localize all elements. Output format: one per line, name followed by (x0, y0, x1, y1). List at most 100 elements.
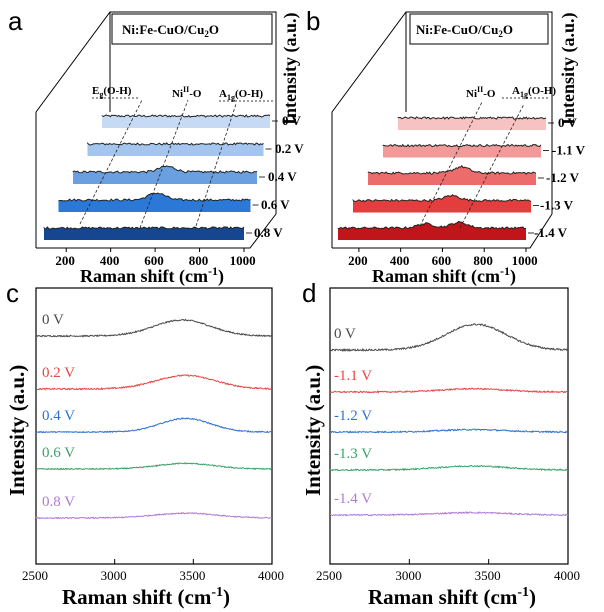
ribbon-label: 0.2 V (275, 141, 304, 156)
ribbon-line--1.1V (382, 143, 542, 148)
peak-guide-line (139, 99, 189, 229)
panel-a-x-title: Raman shift (cm-1) (80, 264, 224, 287)
series-label: 0.2 V (42, 365, 75, 381)
panel-b-title-box (409, 13, 549, 45)
ribbon-line-0.6V (58, 192, 251, 202)
ribbon--1p2V (368, 165, 536, 185)
panel-c-x-ticks: 2500 3000 3500 4000 (22, 559, 284, 583)
series-label: -1.3 V (334, 446, 372, 462)
panel-a-peak-labels: Eg(O-H) NiII-O A1g(O-H) (92, 85, 274, 102)
peak-guide-line (195, 103, 237, 227)
panel-c: c 2500 3000 3500 4000 0 V 0.2 V 0.4 V 0.6 V 0.8… (5, 278, 284, 609)
peak-guide-line (459, 103, 525, 229)
ribbon--1p4V (338, 221, 526, 240)
panel-c-y-title: Intensity (a.u.) (5, 365, 29, 496)
x-tick-label: 1000 (512, 253, 538, 268)
ribbon-label: 0.8 V (254, 225, 283, 240)
panel-a: a Ni:Fe-CuO/Cu2O 0 V 0.2 V 0.4 V 0.6 V 0.8 V… (8, 6, 304, 287)
panel-b-x-title: Raman shift (cm-1) (372, 264, 516, 287)
series-line--1.4V (329, 511, 569, 517)
ribbon-line-0.2V (87, 142, 264, 146)
panel-d-y-title: Intensity (a.u.) (301, 365, 325, 496)
ribbon-label: 0 V (558, 115, 578, 130)
series-label: 0 V (334, 326, 356, 342)
x-tick-label: 4000 (554, 568, 580, 583)
series-line--1.2V (329, 428, 569, 434)
ribbon--1p3V (353, 194, 531, 213)
panel-b-frame-floor (332, 213, 553, 249)
ribbon-line-0.8V (43, 226, 245, 230)
ribbon-line--1.3V (352, 194, 532, 203)
ribbon-0p2V (87, 142, 264, 156)
ribbon-label: 0.6 V (261, 197, 290, 212)
ribbon-label: -1.4 V (534, 225, 568, 240)
panel-d-x-title: Raman shift (cm-1) (368, 585, 536, 609)
x-tick-label: 4000 (258, 568, 284, 583)
ribbon-line--1.2V (367, 164, 537, 175)
ribbon-0p4V (73, 166, 257, 184)
peak-guide-line (79, 99, 143, 225)
series-line--1.3V (329, 464, 569, 472)
panel-c-series: 0 V 0.2 V 0.4 V 0.6 V 0.8 V (35, 312, 273, 520)
series-line--1.1V (329, 387, 569, 394)
series-label: -1.4 V (334, 491, 372, 507)
x-tick-label: 200 (348, 253, 368, 268)
series-label: 0.8 V (42, 494, 75, 510)
ribbon-0p6V (58, 193, 251, 212)
panel-b-peak-labels: NiII-O A1g(O-H) (466, 85, 556, 100)
peak-label-eg: Eg(O-H) (92, 85, 132, 99)
panel-b-x-ticks: 200 400 600 800 1000 (348, 248, 538, 268)
series-label: -1.1 V (334, 368, 372, 384)
x-tick-label: 3500 (475, 568, 501, 583)
ribbon-line--1.4V (337, 220, 527, 230)
panel-a-box-title: Ni:Fe-CuO/Cu2O (122, 22, 219, 39)
x-tick-label: 800 (473, 253, 493, 268)
x-tick-label: 400 (100, 253, 120, 268)
ribbon-label: 0 V (282, 113, 302, 128)
x-tick-label: 1000 (230, 253, 256, 268)
ribbon-0V (398, 116, 546, 130)
x-tick-label: 400 (390, 253, 410, 268)
series-label: 0.6 V (42, 445, 75, 461)
peak-label-a1g-a: A1g(O-H) (219, 88, 263, 102)
panel-d-plot-frame (329, 287, 569, 565)
series-label: 0.4 V (42, 408, 75, 424)
panel-a-ribbons: 0 V 0.2 V 0.4 V 0.6 V 0.8 V (43, 99, 304, 240)
peak-label-a1g-b: A1g(O-H) (512, 85, 556, 99)
series-line-0V (35, 318, 273, 338)
ribbon-line-0.4V (72, 165, 258, 174)
ribbon-label: -1.1 V (552, 143, 586, 158)
x-tick-label: 3500 (179, 568, 205, 583)
x-tick-label: 600 (144, 253, 164, 268)
panel-a-x-ticks: 200 400 600 800 1000 (55, 248, 256, 268)
series-line-0V (330, 323, 569, 352)
x-tick-label: 2500 (22, 568, 48, 583)
ribbon-label: 0.4 V (268, 169, 297, 184)
ribbon-0V (102, 114, 270, 128)
series-line-0.2V (35, 374, 273, 391)
ribbon-label: -1.2 V (546, 170, 580, 185)
panel-a-z-title: Intensity (a.u.) (280, 12, 301, 125)
peak-guide-line (419, 101, 483, 227)
panel-b-z-title: Intensity (a.u.) (558, 12, 579, 125)
panel-b: b Ni:Fe-CuO/Cu2O 0 V -1.1 V -1.2 V -1.3 V -1… (306, 6, 586, 287)
series-line-0.4V (35, 417, 273, 434)
x-tick-label: 600 (432, 253, 452, 268)
panel-a-letter: a (8, 6, 23, 36)
x-tick-label: 2500 (316, 568, 342, 583)
series-label: 0 V (42, 312, 64, 328)
x-tick-label: 200 (55, 253, 75, 268)
panel-c-plot-frame (35, 287, 273, 565)
panel-d-x-ticks: 2500 3000 3500 4000 (316, 559, 580, 583)
panel-d-letter: d (302, 278, 316, 308)
panel-a-frame-floor (36, 213, 277, 249)
panel-b-ribbons: 0 V -1.1 V -1.2 V -1.3 V -1.4 V (337, 101, 586, 240)
ribbon-line-0V (397, 116, 547, 120)
ribbon-label: -1.3 V (540, 198, 574, 213)
ribbon-0p8V (44, 226, 244, 240)
x-tick-label: 800 (189, 253, 209, 268)
ribbon-line-0V (101, 114, 271, 118)
panel-c-x-title: Raman shift (cm-1) (62, 585, 230, 609)
panel-c-letter: c (6, 278, 19, 308)
